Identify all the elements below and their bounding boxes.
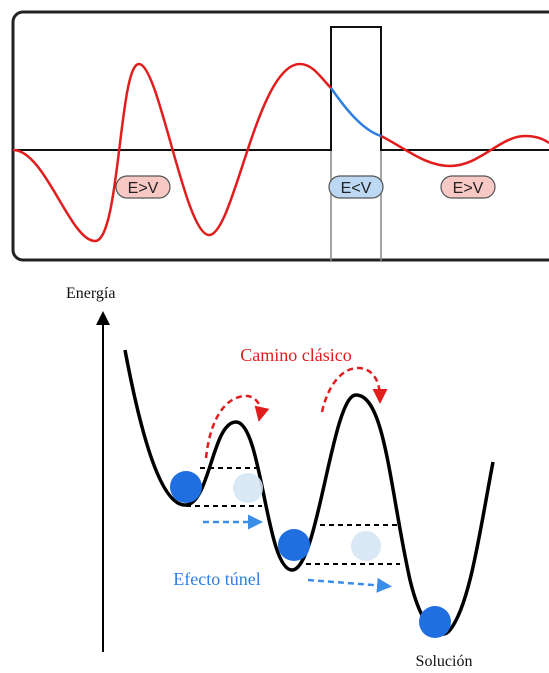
ball-icon — [419, 606, 451, 638]
classical-path-label: Camino clásico — [240, 345, 351, 365]
ball-icon — [170, 471, 202, 503]
potential-barrier — [13, 26, 549, 151]
region-pill-right: E>V — [440, 175, 496, 199]
dashed-arrow-icon — [307, 577, 392, 593]
wavefunction-panel: E>V E<V E>V — [11, 10, 549, 262]
tunnel-effect-label: Efecto túnel — [173, 569, 260, 589]
evanescent-wave — [329, 87, 382, 138]
panel-frame — [11, 10, 549, 262]
energy-landscape-panel: Energía Camino clásico Efecto túnel Solu… — [66, 285, 495, 670]
ghost-ball — [351, 531, 381, 561]
region-pill-left: E>V — [115, 175, 171, 199]
solution-label: Solución — [416, 653, 473, 670]
ghost-ball — [233, 473, 263, 503]
ball-icon — [278, 529, 310, 561]
curved-arrow-icon — [320, 366, 388, 413]
region-label-barrier: E<V — [341, 180, 372, 197]
region-pill-barrier: E<V — [328, 175, 384, 199]
sine-wave-icon — [12, 62, 332, 243]
region-label-right: E>V — [453, 180, 484, 197]
region-label-left: E>V — [128, 180, 159, 197]
energy-axis-label: Energía — [66, 285, 115, 302]
curved-arrow-icon — [204, 394, 270, 459]
transmitted-wave — [380, 134, 549, 168]
